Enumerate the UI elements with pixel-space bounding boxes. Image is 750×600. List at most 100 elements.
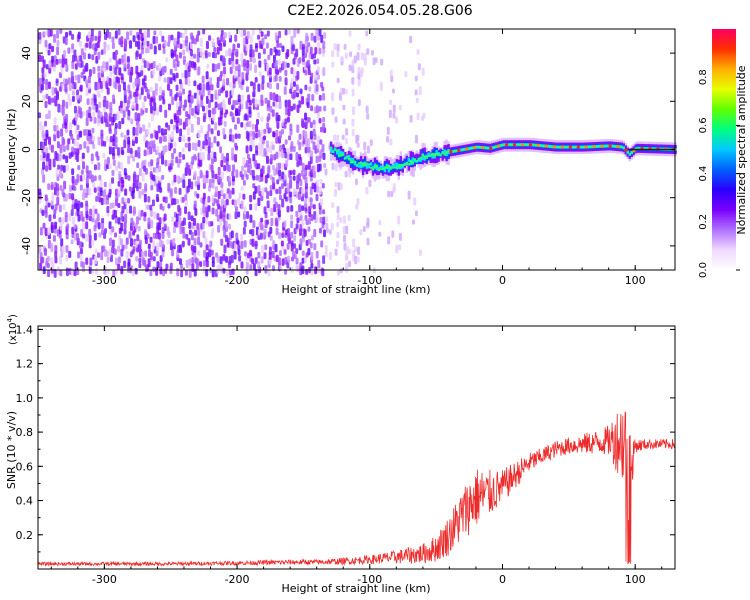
spectrogram-cell [96,41,100,49]
spectrogram-cell [249,63,253,71]
spectrogram-cell [83,141,87,149]
spectrogram-cell [179,263,183,270]
spectrogram-cell [252,82,256,91]
spectrogram-cell [160,128,164,136]
spectrogram-cell [152,140,156,150]
spectrogram-cell [295,48,299,58]
spectrogram-cell [290,240,294,247]
spectrogram-cell [324,168,328,176]
spectrogram-cell [175,198,179,205]
spectrogram-cell [264,97,268,104]
spectrogram-cell [149,43,153,50]
spectrogram-cell [287,99,291,109]
spectrogram-cell [146,29,150,38]
spectrogram-cell [159,30,163,37]
spectrogram-cell [286,242,290,250]
spectrogram-cell [335,240,339,248]
spectrogram-cell [267,54,271,61]
spectrogram-cell [249,49,253,58]
spectrogram-cell [229,128,233,134]
spectrogram-cell [167,124,171,131]
spectrogram-cell [328,229,332,235]
spectrogram-cell [257,129,261,138]
spectrogram-cell [117,245,121,253]
spectrogram-peak [513,143,517,147]
spectrogram-cell [251,228,255,237]
colorbar-tick-label: 0.8 [698,69,709,85]
spectrogram-cell [191,257,195,264]
spectrogram-cell [292,250,296,259]
spectrogram-cell [58,153,62,162]
spectrogram-cell [248,99,252,106]
spectrogram-cell [179,99,183,109]
spectrogram-cell [293,235,297,242]
spectrogram-cell [132,155,136,162]
spectrogram-cell [336,134,340,142]
spectrogram-cell [278,169,282,177]
spectrogram-cell [161,155,165,165]
spectrogram-cell [85,165,89,174]
spectrogram-cell [63,180,67,190]
spectrogram-cell [356,134,360,142]
spectrogram-cell [133,171,137,179]
spectrogram-cell [216,46,220,55]
spectrogram-cell [77,251,81,259]
spectrogram-cell [262,48,266,55]
spectrogram-cell [131,187,135,194]
spectrogram-cell [298,154,302,160]
spectrogram-ridge-cell [590,145,594,148]
spectrogram-cell [228,57,232,65]
spectrogram-cell [266,190,270,200]
spectrogram-cell [296,217,300,224]
spectrogram-peak [473,146,477,150]
spectrogram-cell [117,202,121,209]
spectrogram-ridge-cell [433,153,436,157]
spectrogram-cell [366,113,370,120]
spectrogram-cell [55,167,59,177]
spectrogram-cell [251,49,255,58]
spectrogram-cell [143,149,147,157]
spectrogram-cell [127,258,131,267]
spectrogram-cell [157,75,161,82]
spectrogram-cell [65,31,69,38]
spectrogram-cell [97,136,101,146]
spectrogram-ridge-cell [403,159,407,165]
spectrogram-cell [140,108,144,116]
spectrogram-cell [254,64,258,74]
spectrogram-cell [108,188,112,195]
spectrogram-cell [289,170,293,176]
spectrogram-ridge-cell [421,154,424,161]
spectrogram-cell [296,28,300,34]
spectrogram-cell [96,90,100,97]
spectrogram-cell [102,152,106,159]
spectrogram-cell [312,128,316,137]
spectrogram-cell [103,41,107,49]
spectrogram-cell [307,93,311,102]
spectrogram-cell [237,69,241,77]
spectrogram-cell [290,204,294,212]
spectrogram-cell [173,174,177,183]
spectrogram-cell [275,129,279,138]
spectrogram-ridge-cell [387,167,391,173]
spectrogram-cell [135,103,139,111]
spectrogram-peak [552,145,556,149]
spectrogram-cell [137,123,141,131]
spectrogram-cell [59,255,63,265]
spectrogram-cell [50,200,54,207]
spectrogram-cell [269,91,273,101]
spectrogram-cell [171,152,175,160]
spectrogram-cell [54,256,58,264]
spectrogram-cell [197,236,201,246]
spectrogram-cell [204,200,208,208]
spectrogram-cell [323,105,327,112]
spectrogram-cell [101,221,105,230]
spectrogram-cell [216,81,220,89]
spectrogram-ridge-cell [562,146,566,148]
spectrogram-cell [354,178,358,186]
spectrogram-cell [283,147,287,154]
spectrogram-cell [48,164,52,171]
spectrogram-cell [348,64,352,72]
spectrogram-cell [318,106,322,112]
spectrogram-cell [187,118,191,126]
spectrogram-ridge-cell [355,164,359,166]
